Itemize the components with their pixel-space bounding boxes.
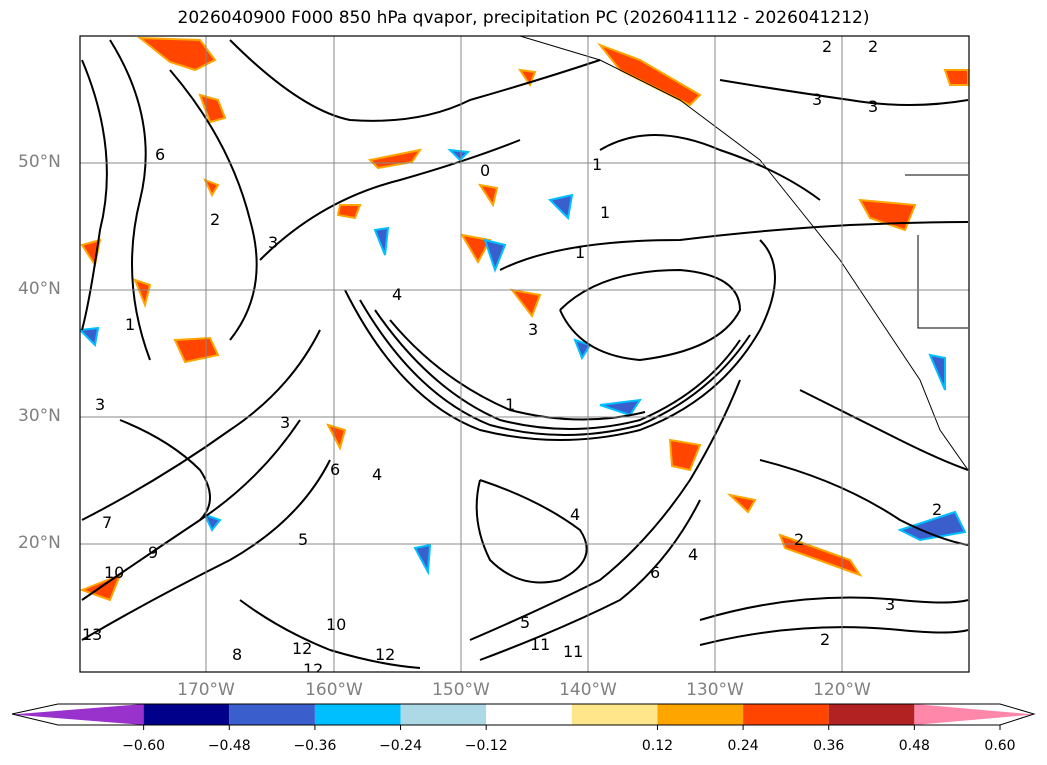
contour-label: 3 [868, 97, 878, 116]
contour-label: 6 [155, 145, 165, 164]
contour-label: 9 [148, 543, 158, 562]
contour-label: 4 [372, 465, 382, 484]
map-background [80, 36, 969, 672]
contour-label: 4 [570, 505, 580, 524]
colorbar-segment [486, 704, 572, 725]
lat-label-20n: 20°N [18, 533, 61, 553]
contour-label: 11 [563, 642, 583, 661]
colorbar-tick-label: −0.12 [464, 738, 508, 754]
contour-label: 11 [530, 635, 550, 654]
contour-label: 1 [592, 155, 602, 174]
graticule [80, 36, 969, 672]
precipitation-features [80, 36, 969, 602]
lon-label-150w: 150°W [432, 680, 490, 700]
colorbar-tick-label: 0.12 [641, 738, 674, 754]
contour-label: 3 [812, 90, 822, 109]
colorbar-tick-label: −0.36 [293, 738, 337, 754]
colorbar-segment [314, 704, 401, 725]
lat-label-40n: 40°N [18, 279, 61, 299]
contour-label: 3 [95, 395, 105, 414]
colorbar-extend-high [914, 704, 1034, 725]
contour-lines [81, 39, 969, 669]
colorbar-tick-label: 0.60 [984, 738, 1016, 754]
contour-label: 3 [528, 320, 538, 339]
colorbar-outline [11, 703, 1036, 726]
contour-label: 12 [292, 639, 312, 658]
contour-label: 12 [375, 645, 395, 664]
colorbar-tick-label: 0.36 [813, 738, 845, 754]
map-title: 2026040900 F000 850 hPa qvapor, precipit… [177, 8, 870, 28]
contour-label: 4 [392, 285, 402, 304]
lat-label-30n: 30°N [18, 406, 61, 426]
colorbar-segment [657, 704, 744, 725]
lon-label-130w: 130°W [686, 680, 744, 700]
colorbar-tick-label: 0.48 [898, 738, 930, 754]
contour-label: 5 [520, 613, 530, 632]
contour-label: 1 [505, 395, 515, 414]
contour-label: 6 [650, 563, 660, 582]
map-frame [79, 35, 970, 673]
contour-label: 12 [303, 660, 323, 679]
contour-label: 7 [102, 513, 112, 532]
lon-label-170w: 170°W [177, 680, 235, 700]
contour-label: 3 [280, 413, 290, 432]
colorbar-segment [743, 704, 829, 725]
lon-label-160w: 160°W [305, 680, 363, 700]
contour-label: 2 [794, 530, 804, 549]
contour-label: 13 [82, 625, 102, 644]
colorbar-segment [400, 704, 487, 725]
lon-label-140w: 140°W [559, 680, 617, 700]
contour-label: 4 [688, 545, 698, 564]
colorbar-tick-label: −0.60 [122, 738, 166, 754]
colorbar-segment [571, 704, 658, 725]
contour-label: 8 [232, 645, 242, 664]
contour-label: 5 [298, 530, 308, 549]
contour-label: 1 [600, 203, 610, 222]
colorbar-tick-label: 0.24 [727, 738, 759, 754]
colorbar-segments [12, 704, 1034, 725]
colorbar-extend-low [12, 704, 144, 725]
colorbar-tick-label: −0.24 [379, 738, 422, 754]
contour-label: 10 [104, 563, 124, 582]
contour-label: 2 [210, 210, 220, 229]
contour-label: 1 [125, 315, 135, 334]
contour-label: 2 [822, 37, 832, 56]
contour-label: 0 [480, 161, 490, 180]
contour-label: 1 [575, 243, 585, 262]
contour-label: 2 [868, 37, 878, 56]
colorbar-ticks [143, 725, 1001, 730]
lat-label-50n: 50°N [18, 152, 61, 172]
contour-label: 10 [326, 615, 346, 634]
contour-label: 2 [820, 630, 830, 649]
lon-label-120w: 120°W [813, 680, 871, 700]
colorbar-segment [143, 704, 230, 725]
colorbar-segment [828, 704, 915, 725]
contour-label: 2 [932, 500, 942, 519]
colorbar-tick-label: −0.48 [207, 738, 251, 754]
coastlines [519, 36, 969, 471]
contour-label: 3 [885, 595, 895, 614]
contour-label: 6 [330, 460, 340, 479]
contour-label: 3 [268, 233, 278, 252]
colorbar-segment [229, 704, 315, 725]
